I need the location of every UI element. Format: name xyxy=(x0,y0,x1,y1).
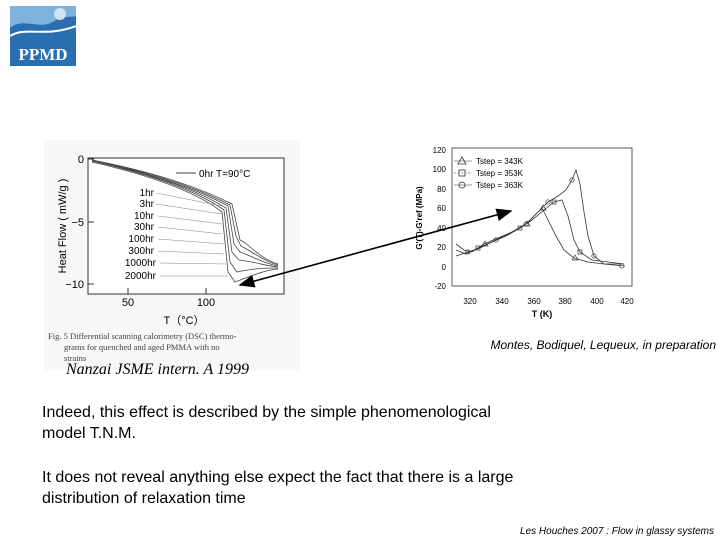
dma-ytick: 100 xyxy=(433,165,447,174)
dma-xtick: 360 xyxy=(527,297,541,306)
body-paragraph: It does not reveal anything else expect … xyxy=(42,469,514,507)
dma-legend: Tstep = 343K Tstep = 353K Tstep = 363K xyxy=(454,156,524,190)
dsc-caption-line: strains xyxy=(64,353,86,363)
dsc-xtick: 50 xyxy=(122,297,134,309)
dsc-aging-label: 300hr xyxy=(128,246,154,257)
dsc-caption-line: grams for quenched and aged PMMA with no xyxy=(64,342,220,352)
dma-xtick: 340 xyxy=(495,297,509,306)
dma-legend-entry: Tstep = 353K xyxy=(476,169,524,178)
dma-ytick: 120 xyxy=(433,146,447,155)
modulus-difference-figure: 120 100 80 60 40 20 0 -20 320 340 360 38… xyxy=(415,146,634,319)
dma-ytick: 80 xyxy=(437,185,446,194)
dsc-aging-label: 2000hr xyxy=(125,271,157,282)
dma-xtick: 380 xyxy=(558,297,572,306)
body-paragraph: Indeed, this effect is described by the … xyxy=(42,404,491,442)
dsc-aging-label: 10hr xyxy=(134,211,155,222)
dma-ytick: 20 xyxy=(437,243,446,252)
dsc-ytick: −5 xyxy=(71,217,84,229)
dsc-aging-label: 30hr xyxy=(134,222,155,233)
dsc-caption-line: Fig. 5 Differential scanning calorimetry… xyxy=(48,331,237,341)
dsc-aging-label: 100hr xyxy=(128,234,154,245)
dsc-legend: 0hr T=90°C xyxy=(199,169,250,180)
dsc-ytick: −10 xyxy=(65,279,84,291)
dsc-thermogram-figure: 0 −5 −10 50 100 Heat Flow ( mW/g ) T（°C）… xyxy=(44,140,300,370)
footer-text: Les Houches 2007 : Flow in glassy system… xyxy=(520,526,714,537)
dsc-aging-label: 1000hr xyxy=(125,258,157,269)
left-figure-citation: Nanzai JSME intern. A 1999 xyxy=(66,361,249,378)
dma-xtick: 420 xyxy=(620,297,634,306)
right-figure-citation: Montes, Bodiquel, Lequeux, in preparatio… xyxy=(490,338,717,352)
dsc-ylabel: Heat Flow ( mW/g ) xyxy=(57,179,69,274)
dma-xlabel: T (K) xyxy=(532,309,553,319)
dsc-xlabel: T（°C） xyxy=(163,314,204,327)
dma-ytick: 60 xyxy=(437,204,446,213)
dma-legend-entry: Tstep = 363K xyxy=(476,181,524,190)
dsc-aging-label: 3hr xyxy=(140,199,155,210)
dma-ytick: 0 xyxy=(442,263,447,272)
dsc-xtick: 100 xyxy=(197,297,215,309)
dsc-aging-label: 1hr xyxy=(140,188,155,199)
logo-text: PPMD xyxy=(18,45,67,64)
dma-legend-entry: Tstep = 343K xyxy=(476,157,524,166)
dsc-ytick: 0 xyxy=(78,154,84,166)
ppmd-logo: PPMD xyxy=(10,6,76,66)
dma-ytick: 40 xyxy=(437,224,446,233)
dma-xtick: 320 xyxy=(463,297,477,306)
triangle-marker-icon xyxy=(457,156,467,165)
dma-ytick: -20 xyxy=(434,282,446,291)
dma-xtick: 400 xyxy=(590,297,604,306)
dma-ylabel: G'(T)-G'ref (MPa) xyxy=(415,186,424,250)
